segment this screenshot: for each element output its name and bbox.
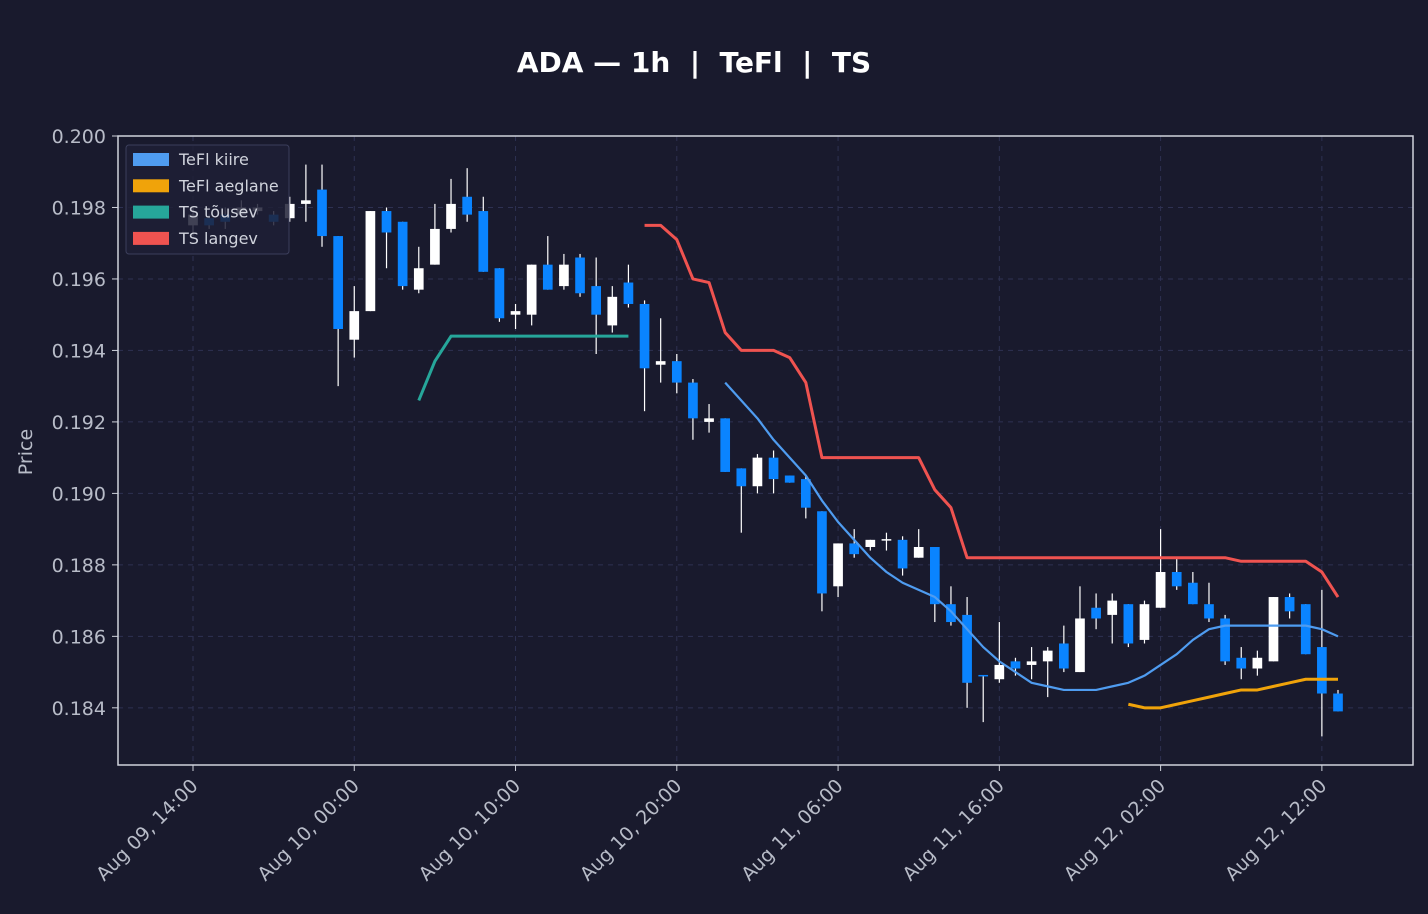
candle-body: [1059, 643, 1069, 669]
candle-body: [1107, 600, 1118, 615]
candle-body: [1123, 604, 1134, 644]
y-tick-label: 0.194: [52, 340, 106, 362]
candle-body: [946, 604, 956, 623]
candle-body: [784, 475, 795, 483]
candle-body: [800, 479, 811, 508]
candle-body: [1236, 657, 1247, 669]
candle-body: [736, 468, 747, 487]
candle-body: [413, 268, 424, 290]
candle-body: [865, 539, 876, 547]
candle-body: [478, 211, 489, 272]
y-tick-label: 0.196: [52, 269, 106, 291]
candle-body: [720, 418, 731, 472]
candle-body: [1188, 582, 1198, 605]
candle-body: [768, 457, 779, 480]
candle-body: [575, 257, 585, 294]
legend-swatch: [133, 179, 169, 193]
chart-title: ADA — 1h | TeFl | TS: [517, 46, 871, 79]
candle-body: [1284, 597, 1295, 612]
y-tick-label: 0.186: [52, 626, 106, 648]
legend-label: TeFl kiire: [178, 150, 249, 169]
candle-body: [559, 264, 569, 287]
candle-body: [333, 236, 343, 329]
y-tick-label: 0.190: [52, 483, 106, 505]
candle-body: [462, 196, 472, 215]
candle-body: [655, 361, 666, 365]
legend-label: TS langev: [178, 229, 258, 248]
candle-body: [1317, 647, 1327, 694]
candle-body: [929, 546, 940, 605]
y-tick-label: 0.184: [52, 698, 106, 720]
candle-body: [623, 282, 634, 304]
candle-body: [849, 543, 860, 555]
legend-swatch: [133, 153, 169, 166]
candle-body: [381, 211, 392, 233]
candle-body: [833, 543, 843, 587]
overlay-line: [1128, 677, 1338, 710]
overlay-line: [417, 334, 629, 402]
candle-body: [1026, 661, 1037, 665]
candle-body: [1155, 572, 1166, 608]
candle-body: [1091, 607, 1101, 619]
y-tick-label: 0.188: [52, 555, 106, 577]
candle-body: [430, 228, 440, 265]
candle-body: [752, 457, 763, 487]
y-tick-label: 0.198: [52, 197, 106, 219]
candle-body: [349, 311, 360, 340]
candle-body: [365, 211, 376, 312]
candle-body: [1252, 657, 1263, 669]
candle-body: [1010, 661, 1021, 669]
candle-body: [317, 189, 327, 237]
overlay-line: [724, 381, 1339, 692]
candle-body: [817, 511, 827, 594]
candle-body: [1139, 604, 1150, 640]
candle-body: [1204, 604, 1214, 619]
y-axis-label: Price: [15, 429, 37, 475]
candle-body: [994, 664, 1005, 680]
candle-body: [1075, 618, 1085, 673]
candle-body: [591, 286, 602, 315]
candle-body: [1171, 572, 1182, 587]
candle-body: [881, 539, 892, 541]
legend-box: [125, 144, 290, 255]
candle-body: [671, 361, 682, 383]
candle-body: [897, 539, 908, 569]
candle-body: [913, 546, 924, 558]
plot-area: [188, 164, 1343, 737]
candle-body: [962, 614, 972, 683]
candle-body: [607, 296, 618, 326]
candle-body: [1042, 650, 1053, 662]
candle-body: [978, 674, 989, 677]
legend: TeFl kiire TeFl aeglane TS tõusev TS langev: [125, 144, 290, 255]
plot-border: [117, 135, 1414, 766]
candle-body: [494, 268, 505, 319]
legend-label: TeFl aeglane: [178, 176, 279, 195]
y-tick-label: 0.192: [52, 412, 106, 434]
candle-body: [639, 303, 650, 369]
candle-body: [397, 221, 408, 287]
candle-body: [446, 203, 456, 229]
candle-body: [284, 203, 295, 219]
candle-body: [542, 264, 553, 290]
candle-body: [301, 200, 311, 204]
candle-body: [1300, 604, 1311, 655]
candle-body: [1268, 597, 1279, 662]
candle-body: [1220, 618, 1230, 662]
legend-label: TS tõusev: [178, 203, 258, 222]
overlay-line: [644, 223, 1340, 598]
legend-swatch: [133, 205, 169, 219]
candle-body: [704, 418, 714, 422]
candle-body: [688, 382, 698, 419]
y-tick-label: 0.200: [52, 126, 106, 148]
candle-body: [526, 264, 537, 315]
candle-body: [510, 311, 521, 315]
candle-body: [1333, 693, 1343, 712]
legend-swatch: [133, 231, 169, 245]
